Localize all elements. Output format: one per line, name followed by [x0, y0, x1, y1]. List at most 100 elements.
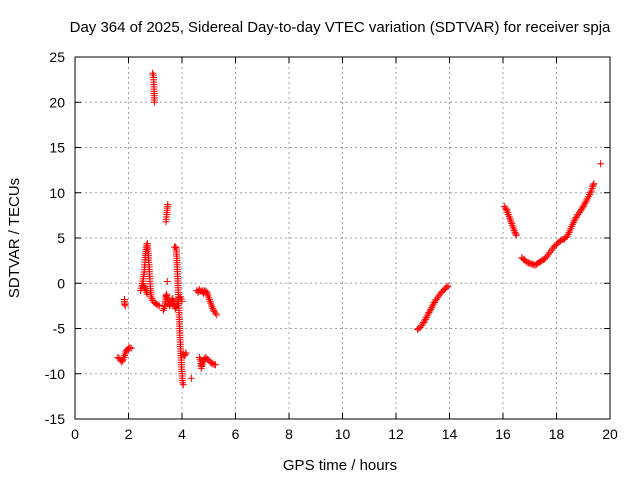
data-point	[502, 205, 510, 213]
data-point	[420, 318, 428, 326]
data-point	[142, 286, 150, 294]
data-point	[429, 300, 437, 308]
data-point	[119, 355, 127, 363]
data-point	[207, 299, 215, 307]
data-point	[126, 344, 134, 352]
data-point	[160, 305, 168, 313]
y-tick-label: 0	[57, 275, 65, 291]
data-point	[430, 299, 438, 307]
x-tick-label: 18	[549, 426, 565, 442]
data-point	[583, 196, 591, 204]
data-point	[421, 317, 429, 325]
data-point	[210, 307, 218, 315]
data-point	[121, 350, 129, 358]
data-point	[154, 301, 162, 309]
x-tick-label: 20	[602, 426, 618, 442]
data-point	[425, 309, 433, 317]
y-axis-label: SDTVAR / TECUs	[6, 178, 23, 298]
data-point	[510, 225, 518, 233]
data-point	[150, 98, 158, 106]
axis-ticks: 0 2 4 6 8 10 12 14 16 18 20 -15 -10 -5 0 5 10 15 20 25	[45, 49, 618, 442]
data-point	[141, 285, 149, 293]
data-point	[148, 295, 156, 303]
data-point	[444, 282, 452, 290]
chart-title: Day 364 of 2025, Sidereal Day-to-day VTE…	[70, 19, 611, 36]
data-point	[195, 353, 203, 361]
data-point	[432, 296, 440, 304]
data-point	[510, 227, 518, 235]
data-point	[181, 350, 189, 358]
data-point	[433, 294, 441, 302]
data-point	[179, 381, 187, 389]
data-point	[547, 247, 555, 255]
x-tick-label: 8	[285, 426, 293, 442]
y-tick-label: 10	[49, 185, 65, 201]
data-point	[182, 349, 190, 357]
data-point	[421, 315, 429, 323]
data-point	[590, 180, 598, 188]
data-point	[171, 243, 179, 251]
data-point	[147, 293, 155, 301]
data-point	[143, 290, 151, 298]
data-point	[419, 320, 427, 328]
data-point	[121, 302, 129, 310]
data-point	[428, 304, 436, 312]
data-point	[586, 189, 594, 197]
data-point	[544, 250, 552, 258]
y-tick-label: 15	[49, 140, 65, 156]
data-point	[198, 361, 206, 369]
x-tick-label: 14	[442, 426, 458, 442]
data-point	[127, 344, 135, 352]
data-point	[435, 292, 443, 300]
data-point	[416, 324, 424, 332]
data-point	[580, 201, 588, 209]
data-point	[424, 310, 432, 318]
data-point	[199, 359, 207, 367]
data-point	[579, 202, 587, 210]
y-tick-label: 25	[49, 49, 65, 65]
data-points	[114, 69, 605, 389]
y-tick-label: -15	[45, 411, 65, 427]
data-point	[574, 210, 582, 218]
y-tick-label: -5	[53, 321, 66, 337]
data-point	[203, 290, 211, 298]
data-point	[120, 352, 128, 360]
data-point	[504, 209, 512, 217]
data-point	[213, 311, 221, 319]
plot-frame	[74, 56, 611, 420]
data-point	[208, 303, 216, 311]
data-point	[585, 192, 593, 200]
data-point	[429, 302, 437, 310]
data-point	[508, 220, 516, 228]
data-point	[569, 220, 577, 228]
data-point	[143, 288, 151, 296]
data-point	[118, 357, 126, 365]
data-point	[542, 254, 550, 262]
data-point	[563, 232, 571, 240]
x-axis-label: GPS time / hours	[283, 457, 397, 474]
grid	[75, 57, 610, 419]
x-tick-label: 16	[495, 426, 511, 442]
data-point	[187, 374, 195, 382]
data-point	[508, 221, 516, 229]
data-point	[163, 277, 171, 285]
data-point	[585, 191, 593, 199]
data-point	[203, 289, 211, 297]
data-point	[120, 353, 128, 361]
data-point	[423, 312, 431, 320]
y-tick-label: 20	[49, 94, 65, 110]
x-tick-label: 6	[232, 426, 240, 442]
data-point	[512, 231, 520, 239]
data-point	[543, 252, 551, 260]
data-point	[211, 361, 219, 369]
data-point	[443, 283, 451, 291]
data-point	[506, 214, 514, 222]
data-point	[179, 379, 187, 387]
data-point	[164, 201, 172, 209]
data-point	[426, 307, 434, 315]
data-point	[422, 314, 430, 322]
data-point	[581, 199, 589, 207]
data-point	[564, 230, 572, 238]
